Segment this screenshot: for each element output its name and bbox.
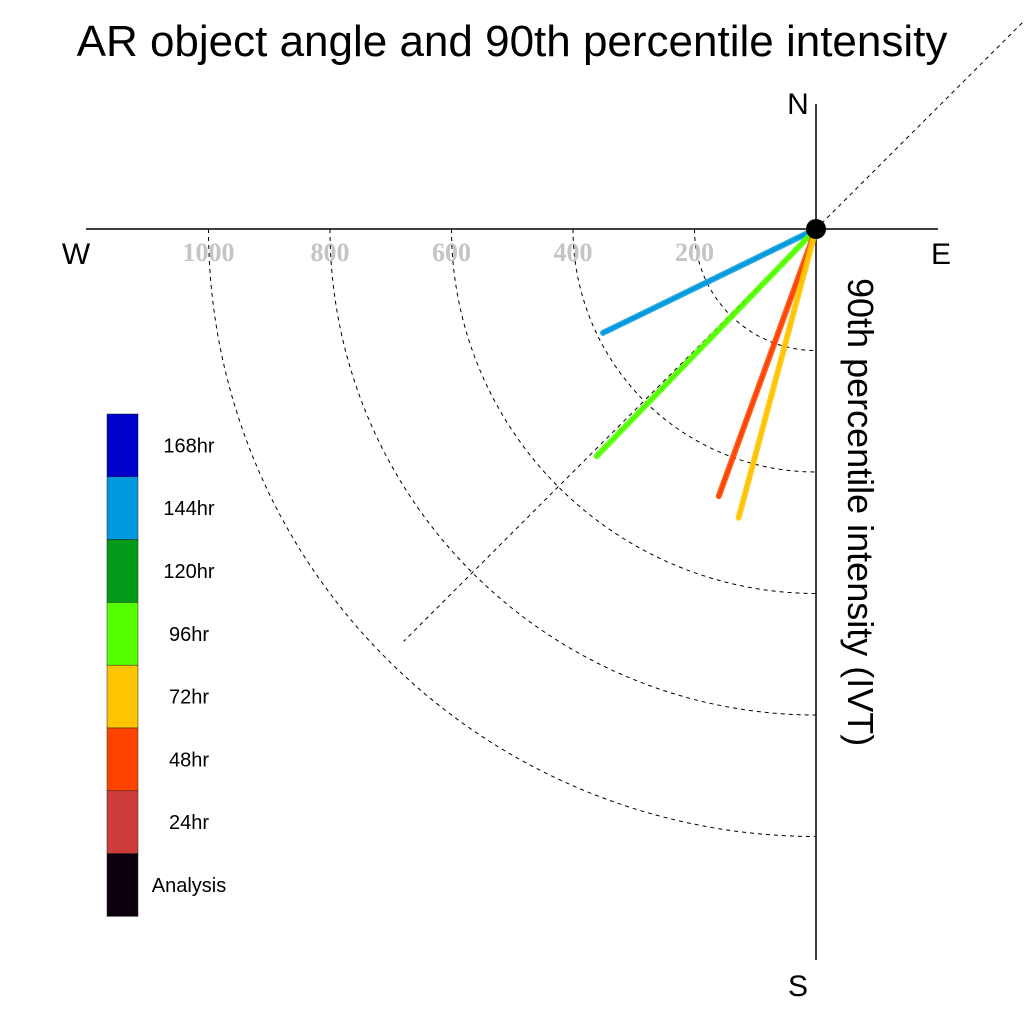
- legend-swatch: [106, 727, 139, 792]
- legend-label: 48hr: [169, 749, 209, 771]
- legend-label: 96hr: [169, 624, 209, 646]
- legend-swatch: [106, 476, 139, 540]
- diagonal-reference-line: [403, 20, 1024, 642]
- range-ring: [694, 228, 817, 351]
- legend-label: 168hr: [163, 435, 214, 457]
- compass-axes: [86, 20, 1024, 960]
- compass-west-label: W: [62, 238, 91, 271]
- range-ring: [329, 228, 817, 716]
- range-rings: [208, 228, 817, 837]
- legend-label: Analysis: [152, 875, 226, 897]
- ring-tick-label: 400: [554, 238, 593, 267]
- legend-swatch: [106, 539, 139, 603]
- radial-axis-label: 90th percentile intensity (IVT): [840, 278, 881, 746]
- compass-south-label: S: [788, 970, 808, 1003]
- ring-tick-label: 200: [675, 238, 714, 267]
- range-ring: [208, 228, 817, 837]
- legend-swatch: [106, 602, 139, 666]
- ring-tick-label: 600: [432, 238, 471, 267]
- ring-tick-label: 1000: [183, 238, 235, 267]
- series-vector: [737, 227, 818, 520]
- series-vector: [595, 227, 818, 458]
- legend-label: 24hr: [169, 812, 209, 834]
- series-vector: [717, 227, 818, 498]
- legend-swatch: [106, 853, 139, 917]
- legend-label: 72hr: [169, 687, 209, 709]
- origin-marker: [806, 219, 826, 239]
- compass-north-label: N: [787, 88, 809, 121]
- legend-label: 120hr: [163, 561, 214, 583]
- ring-tick-label: 800: [311, 238, 350, 267]
- chart-title: AR object angle and 90th percentile inte…: [77, 17, 948, 66]
- legend-label: 144hr: [163, 498, 214, 520]
- ring-tick-labels: 200 400 600 800 1000: [183, 238, 715, 267]
- series-vectors: [593, 226, 819, 521]
- legend-swatch: [106, 413, 139, 478]
- legend: 168hr 144hr 120hr 96hr 72hr 48hr 24hr Analysis: [106, 413, 226, 917]
- legend-swatch: [106, 664, 139, 729]
- legend-swatch: [106, 790, 139, 854]
- compass-east-label: E: [931, 238, 951, 271]
- series-vector: [601, 227, 818, 335]
